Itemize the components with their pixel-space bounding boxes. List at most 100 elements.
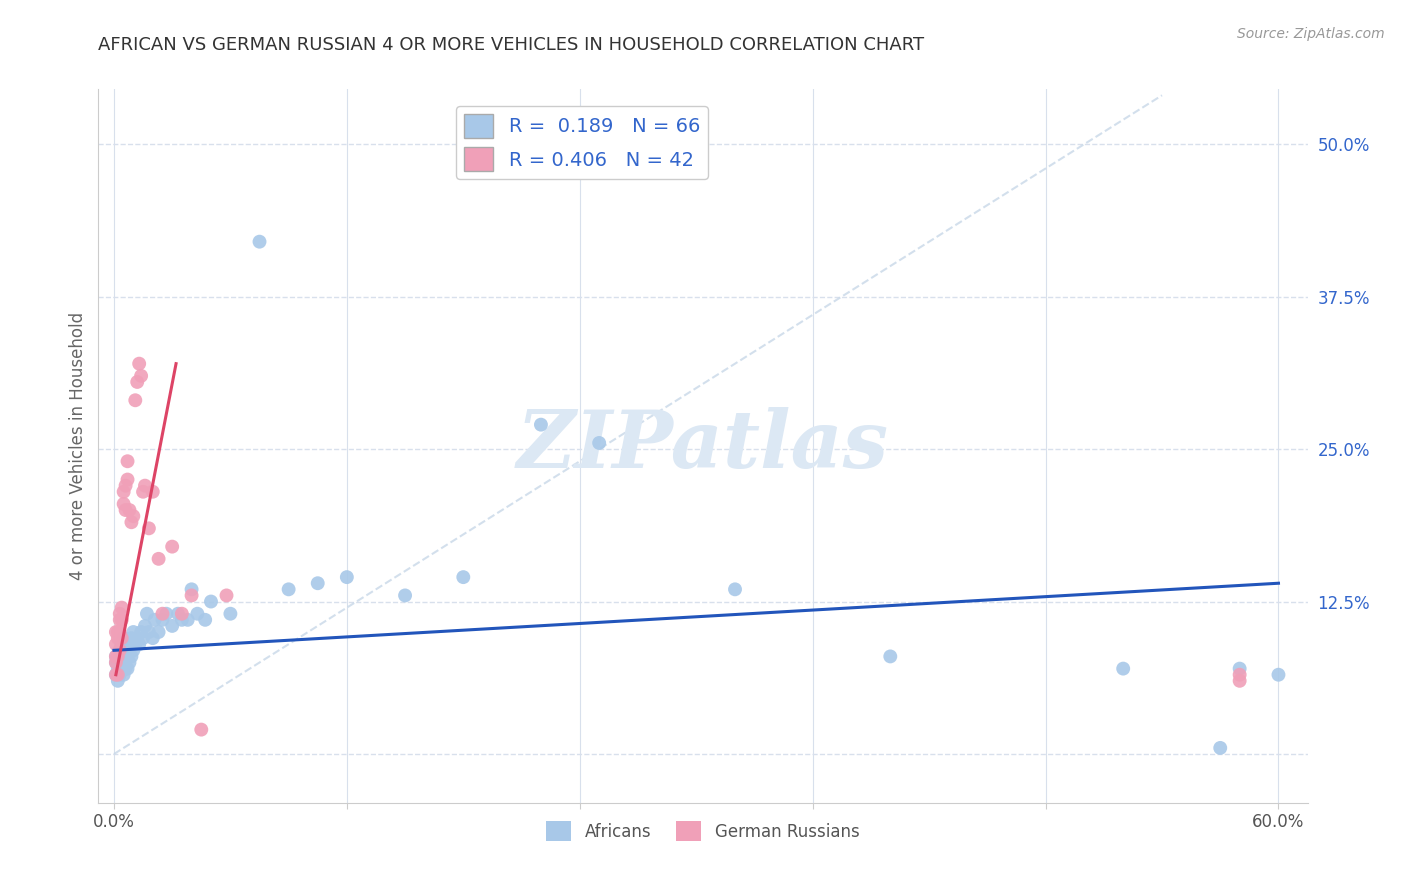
Point: [108, 625, 131, 640]
Point: [1229, 673, 1251, 688]
Point: [180, 582, 202, 597]
Point: [111, 600, 134, 615]
Point: [194, 613, 217, 627]
Point: [394, 589, 416, 603]
Point: [122, 509, 145, 524]
Point: [132, 631, 155, 645]
Y-axis label: 4 or more Vehicles in Household: 4 or more Vehicles in Household: [69, 312, 87, 580]
Point: [160, 619, 183, 633]
Point: [111, 662, 134, 676]
Point: [117, 454, 139, 468]
Point: [104, 625, 127, 640]
Point: [104, 656, 127, 670]
Point: [124, 637, 146, 651]
Point: [118, 656, 141, 670]
Point: [108, 643, 131, 657]
Point: [155, 607, 177, 621]
Point: [127, 375, 149, 389]
Point: [117, 473, 139, 487]
Point: [107, 662, 129, 676]
Point: [104, 649, 127, 664]
Point: [107, 656, 129, 670]
Point: [112, 631, 135, 645]
Point: [120, 649, 142, 664]
Point: [120, 515, 142, 529]
Point: [277, 582, 299, 597]
Point: [107, 625, 129, 640]
Point: [879, 649, 901, 664]
Point: [111, 637, 134, 651]
Point: [112, 643, 135, 657]
Point: [114, 649, 136, 664]
Point: [148, 625, 170, 640]
Point: [118, 503, 141, 517]
Point: [1267, 667, 1289, 681]
Point: [249, 235, 271, 249]
Point: [107, 667, 129, 681]
Point: [190, 723, 212, 737]
Point: [186, 607, 208, 621]
Point: [167, 607, 190, 621]
Point: [107, 631, 129, 645]
Point: [134, 478, 156, 492]
Point: [117, 649, 139, 664]
Point: [138, 625, 160, 640]
Point: [128, 357, 150, 371]
Point: [107, 649, 129, 664]
Point: [122, 625, 145, 640]
Point: [104, 656, 127, 670]
Point: [142, 484, 165, 499]
Point: [134, 619, 156, 633]
Point: [530, 417, 553, 432]
Point: [107, 673, 129, 688]
Point: [112, 497, 135, 511]
Point: [148, 551, 170, 566]
Point: [111, 649, 134, 664]
Point: [108, 649, 131, 664]
Point: [1209, 740, 1232, 755]
Point: [453, 570, 475, 584]
Point: [1229, 662, 1251, 676]
Point: [104, 649, 127, 664]
Point: [104, 667, 127, 681]
Point: [129, 625, 152, 640]
Point: [114, 503, 136, 517]
Text: ZIPatlas: ZIPatlas: [517, 408, 889, 484]
Point: [114, 478, 136, 492]
Point: [200, 594, 222, 608]
Point: [128, 637, 150, 651]
Point: [307, 576, 329, 591]
Point: [724, 582, 747, 597]
Point: [1112, 662, 1135, 676]
Point: [112, 484, 135, 499]
Point: [138, 521, 160, 535]
Point: [1229, 667, 1251, 681]
Text: Source: ZipAtlas.com: Source: ZipAtlas.com: [1237, 27, 1385, 41]
Point: [142, 631, 165, 645]
Point: [114, 637, 136, 651]
Point: [588, 436, 610, 450]
Point: [219, 607, 242, 621]
Point: [132, 484, 155, 499]
Point: [117, 662, 139, 676]
Point: [118, 637, 141, 651]
Point: [160, 540, 183, 554]
Point: [129, 368, 152, 383]
Point: [104, 667, 127, 681]
Point: [336, 570, 359, 584]
Point: [215, 589, 238, 603]
Point: [170, 607, 193, 621]
Text: AFRICAN VS GERMAN RUSSIAN 4 OR MORE VEHICLES IN HOUSEHOLD CORRELATION CHART: AFRICAN VS GERMAN RUSSIAN 4 OR MORE VEHI…: [98, 36, 925, 54]
Point: [112, 667, 135, 681]
Point: [124, 393, 146, 408]
Point: [108, 607, 131, 621]
Point: [152, 607, 174, 621]
Point: [122, 643, 145, 657]
Point: [120, 631, 142, 645]
Point: [152, 613, 174, 627]
Point: [108, 662, 131, 676]
Point: [127, 631, 149, 645]
Point: [170, 613, 193, 627]
Point: [117, 637, 139, 651]
Point: [104, 637, 127, 651]
